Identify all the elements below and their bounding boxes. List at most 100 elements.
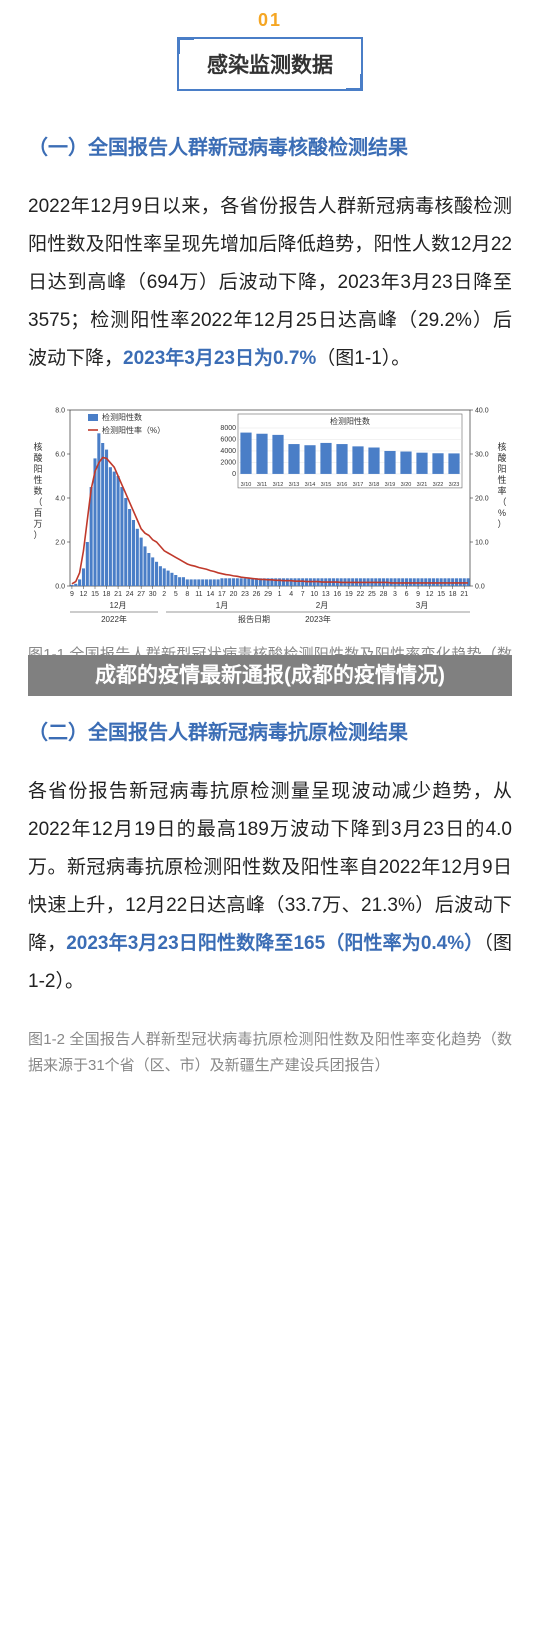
svg-text:18: 18 [449,591,457,598]
para1-text-b: （图1-1）。 [316,348,410,369]
svg-text:6: 6 [405,591,409,598]
svg-text:3/18: 3/18 [369,482,380,488]
svg-text:万: 万 [33,519,42,529]
svg-text:数: 数 [33,485,42,496]
svg-text:3/22: 3/22 [433,482,444,488]
svg-text:2023年: 2023年 [305,614,331,624]
svg-text:9: 9 [416,591,420,598]
subsection-2-title: （二）全国报告人群新冠病毒抗原检测结果 [0,716,540,745]
svg-text:报告日期: 报告日期 [238,614,270,624]
svg-text:酸: 酸 [497,453,506,463]
svg-text:18: 18 [103,591,111,598]
svg-text:12: 12 [80,591,88,598]
svg-text:阳: 阳 [33,464,42,474]
svg-text:%: % [498,508,506,518]
svg-text:6000: 6000 [220,436,236,443]
paragraph-2: 各省份报告新冠病毒抗原检测量呈现波动减少趋势，从2022年12月19日的最高18… [0,773,540,1001]
svg-text:13: 13 [322,591,330,598]
svg-text:8000: 8000 [220,425,236,432]
paragraph-1: 2022年12月9日以来，各省份报告人群新冠病毒核酸检测阳性数及阳性率呈现先增加… [0,188,540,378]
svg-text:3月: 3月 [416,601,428,610]
svg-text:1月: 1月 [216,601,228,610]
svg-text:率: 率 [497,485,506,496]
subsection-1-title: （一）全国报告人群新冠病毒核酸检测结果 [0,131,540,160]
section-number: 01 [0,0,540,31]
svg-text:21: 21 [460,591,468,598]
svg-text:22: 22 [356,591,364,598]
svg-text:3/14: 3/14 [305,482,316,488]
chart-1-wrap: 0.02.04.06.08.00.010.020.030.040.0912151… [0,398,540,628]
svg-text:12: 12 [426,591,434,598]
svg-text:0.0: 0.0 [475,584,485,591]
svg-text:3/10: 3/10 [241,482,252,488]
svg-text:4.0: 4.0 [55,496,65,503]
svg-text:26: 26 [253,591,261,598]
svg-text:10: 10 [310,591,318,598]
svg-text:25: 25 [368,591,376,598]
svg-text:5: 5 [174,591,178,598]
chart-2-caption: 图1-2 全国报告人群新型冠状病毒抗原检测阳性数及阳性率变化趋势（数据来源于31… [0,1021,540,1096]
svg-text:20.0: 20.0 [475,496,489,503]
svg-text:2.0: 2.0 [55,540,65,547]
svg-text:14: 14 [206,591,214,598]
svg-text:8.0: 8.0 [55,408,65,415]
svg-text:27: 27 [137,591,145,598]
overlay-banner: 成都的疫情最新通报(成都的疫情情况) [28,655,512,696]
svg-text:核: 核 [497,441,506,452]
svg-text:30.0: 30.0 [475,452,489,459]
svg-text:21: 21 [114,591,122,598]
svg-text:）: ） [33,530,42,540]
svg-text:23: 23 [241,591,249,598]
svg-text:百: 百 [33,508,42,518]
svg-text:10.0: 10.0 [475,540,489,547]
svg-text:11: 11 [195,591,202,598]
svg-text:3/17: 3/17 [353,482,364,488]
svg-text:）: ） [497,519,506,529]
svg-text:40.0: 40.0 [475,408,489,415]
svg-text:6.0: 6.0 [55,452,65,459]
svg-text:3/21: 3/21 [417,482,428,488]
svg-text:3/15: 3/15 [321,482,332,488]
svg-text:4000: 4000 [220,448,236,455]
svg-text:7: 7 [301,591,305,598]
svg-text:性: 性 [497,474,506,485]
svg-text:28: 28 [380,591,388,598]
svg-text:酸: 酸 [33,453,42,463]
svg-text:3/11: 3/11 [257,482,267,488]
para1-text-a: 2022年12月9日以来，各省份报告人群新冠病毒核酸检测阳性数及阳性率呈现先增加… [28,196,512,369]
svg-text:29: 29 [264,591,272,598]
svg-text:16: 16 [333,591,341,598]
svg-text:30: 30 [149,591,157,598]
svg-text:0.0: 0.0 [55,584,65,591]
svg-text:2: 2 [162,591,166,598]
svg-text:15: 15 [91,591,99,598]
svg-text:20: 20 [230,591,238,598]
svg-text:3/12: 3/12 [273,482,284,488]
svg-text:2000: 2000 [220,459,236,466]
svg-text:3/23: 3/23 [449,482,460,488]
section-title-wrap: 感染监测数据 [0,37,540,91]
para2-text-a: 各省份报告新冠病毒抗原检测量呈现波动减少趋势，从2022年12月19日的最高18… [28,781,512,954]
svg-text:8: 8 [185,591,189,598]
svg-text:阳: 阳 [497,464,506,474]
svg-text:3/13: 3/13 [289,482,300,488]
svg-text:0: 0 [232,471,236,478]
svg-text:3/16: 3/16 [337,482,348,488]
svg-text:1: 1 [278,591,282,598]
svg-text:性: 性 [33,474,42,485]
section-title: 感染监测数据 [177,37,363,91]
svg-text:核: 核 [33,441,42,452]
svg-text:12月: 12月 [110,601,127,610]
chart-1: 0.02.04.06.08.00.010.020.030.040.0912151… [28,398,512,628]
svg-text:24: 24 [126,591,134,598]
svg-text:2月: 2月 [316,601,328,610]
para2-highlight: 2023年3月23日阳性数降至165（阳性率为0.4%） [66,933,483,954]
svg-text:9: 9 [70,591,74,598]
svg-text:3/20: 3/20 [401,482,412,488]
svg-text:检测阳性率（%）: 检测阳性率（%） [102,425,165,435]
svg-text:19: 19 [345,591,353,598]
svg-text:4: 4 [289,591,293,598]
svg-text:检测阳性数: 检测阳性数 [330,416,370,426]
svg-text:15: 15 [437,591,445,598]
svg-text:（: （ [33,497,42,507]
